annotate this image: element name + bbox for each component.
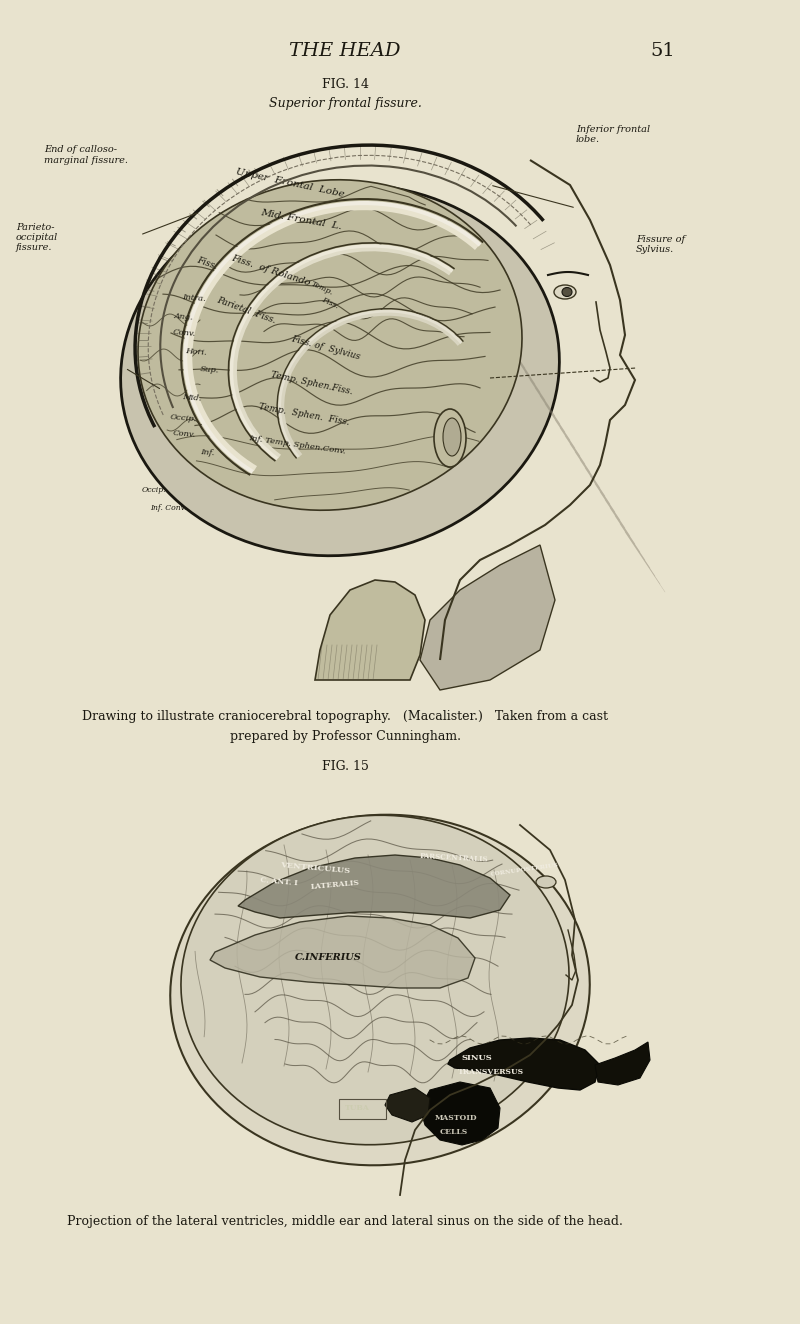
Text: Occip.: Occip. bbox=[170, 413, 198, 424]
Ellipse shape bbox=[554, 285, 576, 299]
Text: Inferior frontal
lobe.: Inferior frontal lobe. bbox=[576, 124, 650, 144]
Text: Intra.: Intra. bbox=[182, 293, 206, 303]
Ellipse shape bbox=[121, 184, 559, 556]
Text: C.INFERIUS: C.INFERIUS bbox=[295, 953, 362, 963]
Polygon shape bbox=[315, 580, 425, 681]
Text: Hori.: Hori. bbox=[185, 347, 207, 357]
Polygon shape bbox=[210, 916, 475, 988]
Polygon shape bbox=[385, 1088, 430, 1121]
Text: Mid. Frontal  L.: Mid. Frontal L. bbox=[260, 208, 343, 232]
Text: End of calloso-
marginal fissure.: End of calloso- marginal fissure. bbox=[44, 146, 128, 164]
Text: VENTRICULUS: VENTRICULUS bbox=[280, 861, 350, 875]
Text: THE HEAD: THE HEAD bbox=[290, 42, 401, 60]
Ellipse shape bbox=[562, 287, 572, 297]
Text: Fiss.: Fiss. bbox=[195, 256, 218, 271]
Polygon shape bbox=[420, 1082, 500, 1145]
Text: MASTOID: MASTOID bbox=[435, 1113, 478, 1121]
Text: Upper  Frontal  Lobe: Upper Frontal Lobe bbox=[235, 167, 346, 199]
Text: Sup.: Sup. bbox=[200, 365, 220, 375]
Text: Inf. Temp. Sphen.Conv.: Inf. Temp. Sphen.Conv. bbox=[248, 434, 346, 455]
Text: TRANSVERSUS: TRANSVERSUS bbox=[458, 1068, 524, 1076]
Polygon shape bbox=[448, 1038, 600, 1090]
Text: 51: 51 bbox=[650, 42, 674, 60]
Text: Fiss.: Fiss. bbox=[320, 295, 339, 310]
Text: Conv.: Conv. bbox=[172, 328, 196, 338]
Text: Mid.: Mid. bbox=[182, 393, 202, 402]
Ellipse shape bbox=[536, 876, 556, 888]
Text: FIG. 14: FIG. 14 bbox=[322, 78, 369, 91]
Text: FIG. 15: FIG. 15 bbox=[322, 760, 369, 773]
Ellipse shape bbox=[181, 816, 569, 1145]
Text: Temp.: Temp. bbox=[310, 279, 334, 297]
Polygon shape bbox=[420, 545, 555, 690]
Ellipse shape bbox=[443, 418, 461, 455]
Text: Parieto-
occipital
fissure.: Parieto- occipital fissure. bbox=[16, 222, 58, 253]
Text: Occip.: Occip. bbox=[142, 486, 166, 494]
Polygon shape bbox=[238, 855, 510, 918]
Text: TUBA: TUBA bbox=[345, 1104, 370, 1112]
Text: Fiss. of  Sylvius: Fiss. of Sylvius bbox=[290, 335, 361, 361]
Text: PARSCENTRALIS: PARSCENTRALIS bbox=[420, 853, 489, 863]
Text: Superior frontal fissure.: Superior frontal fissure. bbox=[269, 97, 422, 110]
Ellipse shape bbox=[434, 409, 466, 467]
Text: Inf. Conv.: Inf. Conv. bbox=[150, 504, 186, 512]
Text: Temp.  Sphen.  Fiss.: Temp. Sphen. Fiss. bbox=[258, 402, 350, 428]
Text: Fiss.  of Rolando: Fiss. of Rolando bbox=[230, 253, 311, 287]
Text: CELLS: CELLS bbox=[440, 1128, 468, 1136]
Text: Projection of the lateral ventricles, middle ear and lateral sinus on the side o: Projection of the lateral ventricles, mi… bbox=[67, 1215, 623, 1227]
Text: CORNUPOSTERIUS: CORNUPOSTERIUS bbox=[490, 863, 558, 878]
Text: Inf.: Inf. bbox=[200, 449, 214, 458]
Text: C. ANT. I: C. ANT. I bbox=[260, 876, 298, 887]
Text: Conv.: Conv. bbox=[172, 429, 196, 440]
Text: Ang.: Ang. bbox=[174, 312, 194, 322]
Text: Parietal  Fiss.: Parietal Fiss. bbox=[215, 295, 277, 324]
Text: SINUS: SINUS bbox=[462, 1054, 493, 1062]
Text: LATERALIS: LATERALIS bbox=[310, 879, 360, 891]
Text: Temp. Sphen.Fiss.: Temp. Sphen.Fiss. bbox=[270, 369, 354, 396]
Ellipse shape bbox=[170, 814, 590, 1165]
Polygon shape bbox=[595, 1042, 650, 1084]
Text: Fissure of
Sylvius.: Fissure of Sylvius. bbox=[636, 234, 685, 254]
Text: Drawing to illustrate craniocerebral topography.   (Macalister.)   Taken from a : Drawing to illustrate craniocerebral top… bbox=[82, 710, 608, 743]
Ellipse shape bbox=[138, 180, 522, 510]
